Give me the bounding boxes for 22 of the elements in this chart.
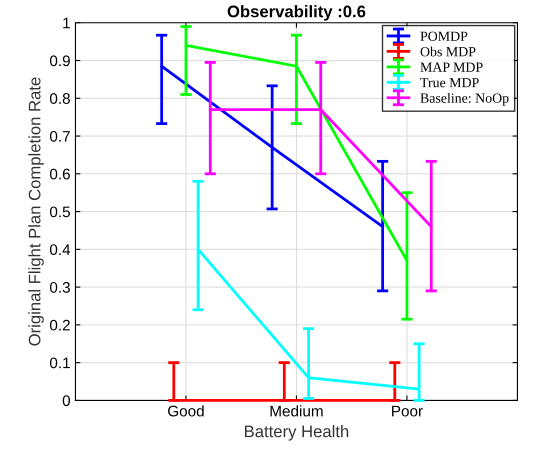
y-tick-label: 0.9 — [50, 55, 70, 66]
y-axis-title: Original Flight Plan Completion Rate — [28, 78, 44, 346]
legend-label: Baseline: NoOp — [420, 93, 509, 106]
x-tick-label: Poor — [392, 406, 423, 416]
legend-label: MAP MDP — [420, 62, 483, 72]
y-tick-label: 0.3 — [50, 282, 70, 293]
legend-label: POMDP — [420, 32, 468, 41]
y-tick-label: 0.6 — [50, 168, 70, 180]
x-axis-title: Battery Health — [245, 425, 348, 441]
y-tick-label: 1 — [63, 18, 70, 28]
legend-label: Obs MDP — [420, 46, 476, 56]
y-tick-label: 0.8 — [50, 93, 70, 104]
y-tick-label: 0.1 — [50, 358, 70, 368]
y-tick-label: 0 — [62, 395, 70, 406]
y-tick-label: 0.5 — [50, 206, 70, 218]
chart-title: Observability :0.6 — [228, 5, 366, 21]
legend-label: True MDP — [420, 78, 479, 88]
y-tick-label: 0.7 — [50, 130, 70, 142]
x-tick-label: Good — [168, 405, 204, 416]
y-tick-label: 0.4 — [50, 244, 70, 256]
x-tick-label: Medium — [270, 405, 323, 416]
y-tick-label: 0.2 — [50, 320, 70, 331]
